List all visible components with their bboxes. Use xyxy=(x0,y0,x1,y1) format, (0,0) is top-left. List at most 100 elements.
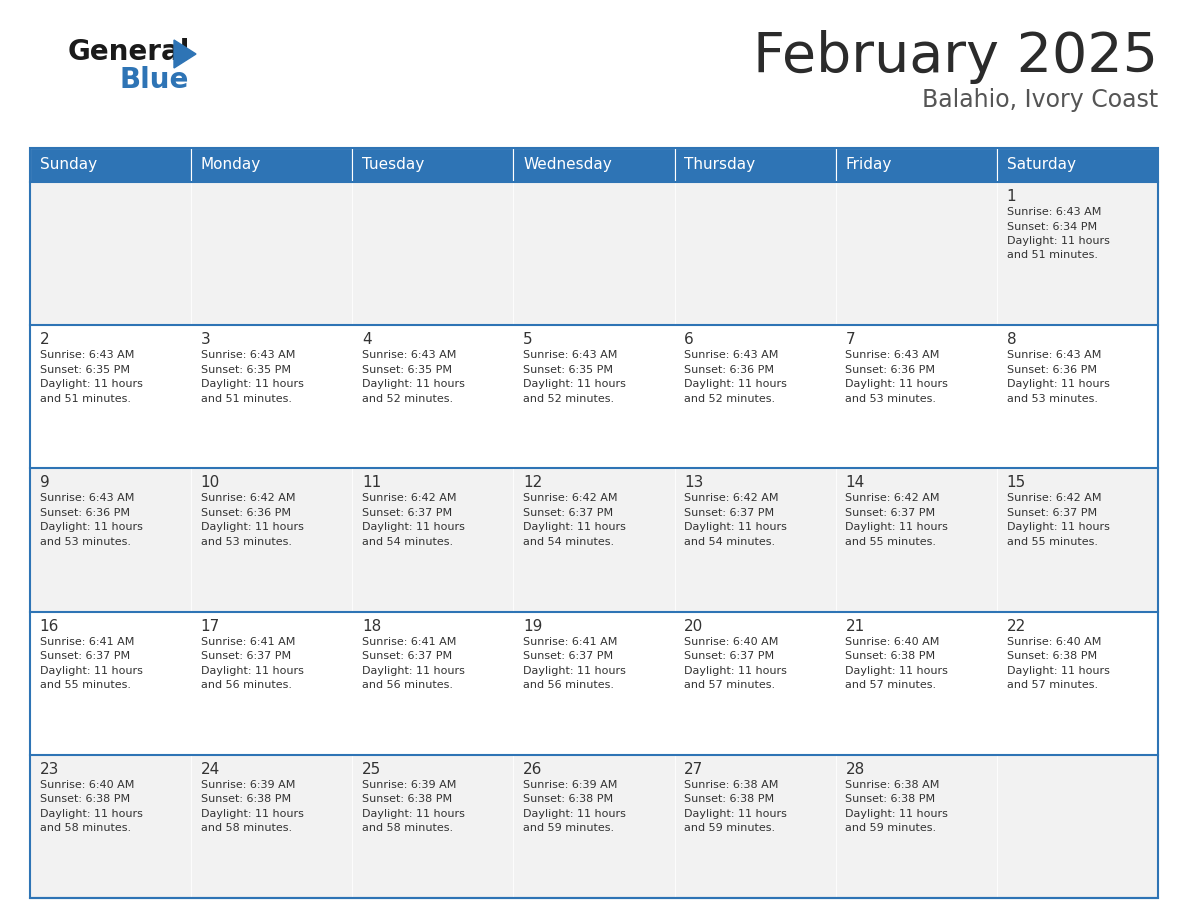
Bar xyxy=(835,755,997,898)
Text: and 57 minutes.: and 57 minutes. xyxy=(1006,680,1098,690)
Text: and 54 minutes.: and 54 minutes. xyxy=(523,537,614,547)
Text: Daylight: 11 hours: Daylight: 11 hours xyxy=(846,809,948,819)
Text: Sunrise: 6:39 AM: Sunrise: 6:39 AM xyxy=(201,779,295,789)
Bar xyxy=(191,148,353,182)
Text: and 52 minutes.: and 52 minutes. xyxy=(684,394,776,404)
Text: Daylight: 11 hours: Daylight: 11 hours xyxy=(362,666,465,676)
Text: Sunset: 6:35 PM: Sunset: 6:35 PM xyxy=(362,364,451,375)
Text: Sunset: 6:37 PM: Sunset: 6:37 PM xyxy=(523,508,613,518)
Bar xyxy=(675,468,835,611)
Text: Sunrise: 6:40 AM: Sunrise: 6:40 AM xyxy=(39,779,134,789)
Text: Daylight: 11 hours: Daylight: 11 hours xyxy=(684,666,788,676)
Text: Sunrise: 6:43 AM: Sunrise: 6:43 AM xyxy=(1006,207,1101,217)
Text: Sunrise: 6:39 AM: Sunrise: 6:39 AM xyxy=(523,779,618,789)
Text: Sunrise: 6:43 AM: Sunrise: 6:43 AM xyxy=(1006,350,1101,360)
Text: 28: 28 xyxy=(846,762,865,777)
Text: and 51 minutes.: and 51 minutes. xyxy=(1006,251,1098,261)
Text: Sunrise: 6:43 AM: Sunrise: 6:43 AM xyxy=(523,350,618,360)
Text: 15: 15 xyxy=(1006,476,1025,490)
Bar xyxy=(513,325,675,468)
Text: 6: 6 xyxy=(684,332,694,347)
Text: Sunrise: 6:41 AM: Sunrise: 6:41 AM xyxy=(523,636,618,646)
Text: Daylight: 11 hours: Daylight: 11 hours xyxy=(362,379,465,389)
Bar xyxy=(30,182,191,325)
Bar xyxy=(353,468,513,611)
Bar xyxy=(513,182,675,325)
Bar xyxy=(353,148,513,182)
Text: Tuesday: Tuesday xyxy=(362,158,424,173)
Text: and 53 minutes.: and 53 minutes. xyxy=(846,394,936,404)
Text: Sunrise: 6:41 AM: Sunrise: 6:41 AM xyxy=(39,636,134,646)
Bar xyxy=(675,611,835,755)
Bar xyxy=(675,182,835,325)
Text: Sunset: 6:38 PM: Sunset: 6:38 PM xyxy=(362,794,453,804)
Bar xyxy=(353,182,513,325)
Text: 16: 16 xyxy=(39,619,59,633)
Bar xyxy=(675,325,835,468)
Text: Daylight: 11 hours: Daylight: 11 hours xyxy=(523,666,626,676)
Text: Daylight: 11 hours: Daylight: 11 hours xyxy=(523,379,626,389)
Text: and 52 minutes.: and 52 minutes. xyxy=(523,394,614,404)
Text: Sunset: 6:35 PM: Sunset: 6:35 PM xyxy=(39,364,129,375)
Text: 5: 5 xyxy=(523,332,532,347)
Text: Sunset: 6:37 PM: Sunset: 6:37 PM xyxy=(1006,508,1097,518)
Text: 19: 19 xyxy=(523,619,543,633)
Bar xyxy=(191,182,353,325)
Text: 24: 24 xyxy=(201,762,220,777)
Bar xyxy=(353,611,513,755)
Bar xyxy=(513,611,675,755)
Text: Sunset: 6:37 PM: Sunset: 6:37 PM xyxy=(846,508,935,518)
Bar xyxy=(30,148,1158,898)
Bar xyxy=(353,325,513,468)
Bar xyxy=(835,611,997,755)
Text: and 53 minutes.: and 53 minutes. xyxy=(201,537,292,547)
Text: 25: 25 xyxy=(362,762,381,777)
Text: 27: 27 xyxy=(684,762,703,777)
Text: Sunrise: 6:42 AM: Sunrise: 6:42 AM xyxy=(846,493,940,503)
Bar xyxy=(30,468,191,611)
Text: 18: 18 xyxy=(362,619,381,633)
Text: Sunrise: 6:40 AM: Sunrise: 6:40 AM xyxy=(684,636,778,646)
Text: Daylight: 11 hours: Daylight: 11 hours xyxy=(846,666,948,676)
Bar xyxy=(997,468,1158,611)
Text: 23: 23 xyxy=(39,762,59,777)
Text: Sunset: 6:35 PM: Sunset: 6:35 PM xyxy=(523,364,613,375)
Text: Sunset: 6:37 PM: Sunset: 6:37 PM xyxy=(523,651,613,661)
Text: Daylight: 11 hours: Daylight: 11 hours xyxy=(523,809,626,819)
Bar xyxy=(835,468,997,611)
Text: Sunrise: 6:43 AM: Sunrise: 6:43 AM xyxy=(846,350,940,360)
Text: Daylight: 11 hours: Daylight: 11 hours xyxy=(201,522,304,532)
Text: 3: 3 xyxy=(201,332,210,347)
Text: Daylight: 11 hours: Daylight: 11 hours xyxy=(1006,236,1110,246)
Text: Sunrise: 6:39 AM: Sunrise: 6:39 AM xyxy=(362,779,456,789)
Text: Daylight: 11 hours: Daylight: 11 hours xyxy=(846,379,948,389)
Bar xyxy=(513,468,675,611)
Bar xyxy=(353,755,513,898)
Text: 2: 2 xyxy=(39,332,49,347)
Text: Sunset: 6:36 PM: Sunset: 6:36 PM xyxy=(201,508,291,518)
Text: Sunset: 6:37 PM: Sunset: 6:37 PM xyxy=(362,651,453,661)
Text: 12: 12 xyxy=(523,476,543,490)
Text: General: General xyxy=(68,38,190,66)
Text: and 59 minutes.: and 59 minutes. xyxy=(684,823,776,834)
Text: Saturday: Saturday xyxy=(1006,158,1075,173)
Bar xyxy=(30,611,191,755)
Text: Daylight: 11 hours: Daylight: 11 hours xyxy=(1006,522,1110,532)
Bar xyxy=(191,755,353,898)
Text: and 56 minutes.: and 56 minutes. xyxy=(523,680,614,690)
Text: Blue: Blue xyxy=(120,66,189,94)
Bar xyxy=(513,148,675,182)
Text: Monday: Monday xyxy=(201,158,261,173)
Bar xyxy=(835,325,997,468)
Text: and 59 minutes.: and 59 minutes. xyxy=(523,823,614,834)
Bar xyxy=(30,325,191,468)
Bar xyxy=(30,148,191,182)
Text: Sunset: 6:38 PM: Sunset: 6:38 PM xyxy=(523,794,613,804)
Text: Wednesday: Wednesday xyxy=(523,158,612,173)
Bar xyxy=(191,468,353,611)
Text: and 56 minutes.: and 56 minutes. xyxy=(201,680,292,690)
Text: Sunset: 6:36 PM: Sunset: 6:36 PM xyxy=(39,508,129,518)
Text: Sunset: 6:38 PM: Sunset: 6:38 PM xyxy=(201,794,291,804)
Text: Sunset: 6:36 PM: Sunset: 6:36 PM xyxy=(1006,364,1097,375)
Text: and 55 minutes.: and 55 minutes. xyxy=(39,680,131,690)
